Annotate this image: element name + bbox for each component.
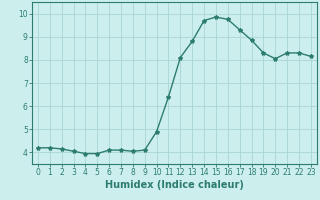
X-axis label: Humidex (Indice chaleur): Humidex (Indice chaleur) bbox=[105, 180, 244, 190]
